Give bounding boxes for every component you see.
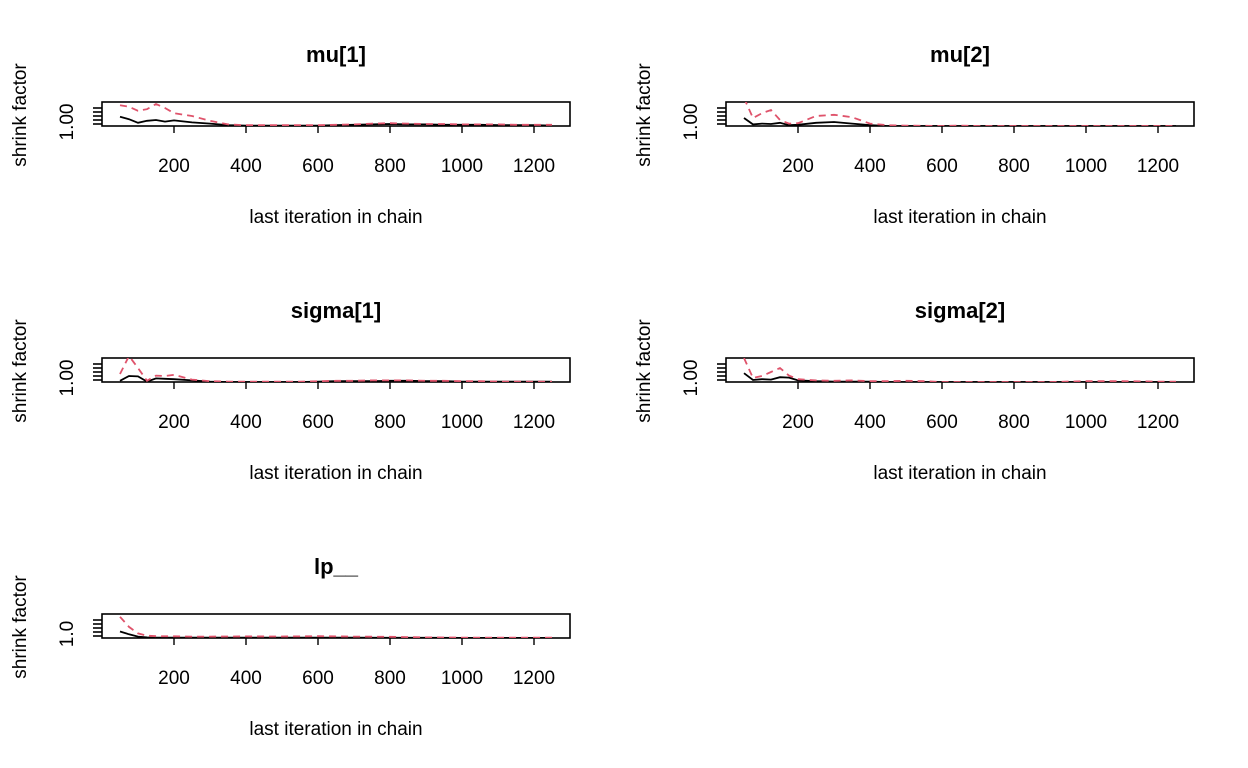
plot-frame <box>101 613 571 639</box>
median-line <box>743 117 1176 126</box>
y-axis-label: shrink factor <box>10 63 31 167</box>
x-tick-label: 1000 <box>441 156 483 177</box>
x-tick-label: 400 <box>230 668 262 689</box>
x-tick-label: 600 <box>302 668 334 689</box>
panel-1: mu[2] 200 400 600 800 1000 1200 1.00 last iterat… <box>634 42 1195 228</box>
x-tick-label: 200 <box>782 412 814 433</box>
panel-title: sigma[1] <box>291 298 381 323</box>
x-tick-label: 800 <box>374 412 406 433</box>
y-tick-label: 1.00 <box>681 360 702 397</box>
panel-title: lp__ <box>314 554 359 579</box>
x-axis-label: last iteration in chain <box>249 207 422 228</box>
x-tick-label: 1200 <box>513 668 555 689</box>
x-tick-label: 1000 <box>1065 412 1107 433</box>
x-tick-label: 600 <box>302 156 334 177</box>
x-tick-label: 600 <box>926 412 958 433</box>
x-tick-label: 1200 <box>1137 412 1179 433</box>
x-axis-label: last iteration in chain <box>873 207 1046 228</box>
x-tick-label: 400 <box>230 412 262 433</box>
x-tick-label: 200 <box>158 668 190 689</box>
y-axis-label: shrink factor <box>634 63 655 167</box>
x-tick-label: 200 <box>782 156 814 177</box>
x-axis-label: last iteration in chain <box>249 719 422 740</box>
x-tick-label: 400 <box>854 412 886 433</box>
upper-quantile-line <box>119 616 552 638</box>
panel-title: mu[1] <box>306 42 366 67</box>
x-tick-label: 600 <box>926 156 958 177</box>
x-tick-label: 200 <box>158 156 190 177</box>
upper-quantile-line <box>743 358 1176 382</box>
x-tick-label: 400 <box>230 156 262 177</box>
x-tick-label: 1200 <box>513 156 555 177</box>
x-tick-label: 1000 <box>441 412 483 433</box>
x-tick-label: 800 <box>998 412 1030 433</box>
x-tick-label: 1200 <box>1137 156 1179 177</box>
x-tick-label: 1000 <box>441 668 483 689</box>
x-tick-label: 1200 <box>513 412 555 433</box>
x-tick-label: 400 <box>854 156 886 177</box>
x-tick-label: 1000 <box>1065 156 1107 177</box>
x-tick-label: 200 <box>158 412 190 433</box>
y-axis-label: shrink factor <box>10 575 31 679</box>
panel-title: sigma[2] <box>915 298 1005 323</box>
upper-quantile-line <box>119 358 552 382</box>
plot-frame <box>101 101 571 127</box>
panel-title: mu[2] <box>930 42 990 67</box>
y-tick-label: 1.00 <box>57 360 78 397</box>
y-axis-label: shrink factor <box>634 319 655 423</box>
upper-quantile-line <box>119 102 552 126</box>
y-tick-label: 1.00 <box>57 104 78 141</box>
plot-frame <box>725 357 1195 383</box>
panel-0: mu[1] 200 400 600 800 1000 1200 1.00 last iterat… <box>10 42 571 228</box>
x-axis-label: last iteration in chain <box>873 463 1046 484</box>
x-axis-label: last iteration in chain <box>249 463 422 484</box>
upper-quantile-line <box>744 102 1176 126</box>
x-tick-label: 800 <box>374 668 406 689</box>
panel-3: sigma[2] 200 400 600 800 1000 1200 1.00 last ite… <box>634 298 1195 484</box>
panel-2: sigma[1] 200 400 600 800 1000 1200 1.00 last ite… <box>10 298 571 484</box>
x-tick-label: 800 <box>998 156 1030 177</box>
x-tick-label: 600 <box>302 412 334 433</box>
x-tick-label: 800 <box>374 156 406 177</box>
panel-4: lp__ 200 400 600 800 1000 1200 1.0 last iteratio… <box>10 554 571 740</box>
y-tick-label: 1.00 <box>681 104 702 141</box>
y-tick-label: 1.0 <box>57 621 78 647</box>
y-axis-label: shrink factor <box>10 319 31 423</box>
